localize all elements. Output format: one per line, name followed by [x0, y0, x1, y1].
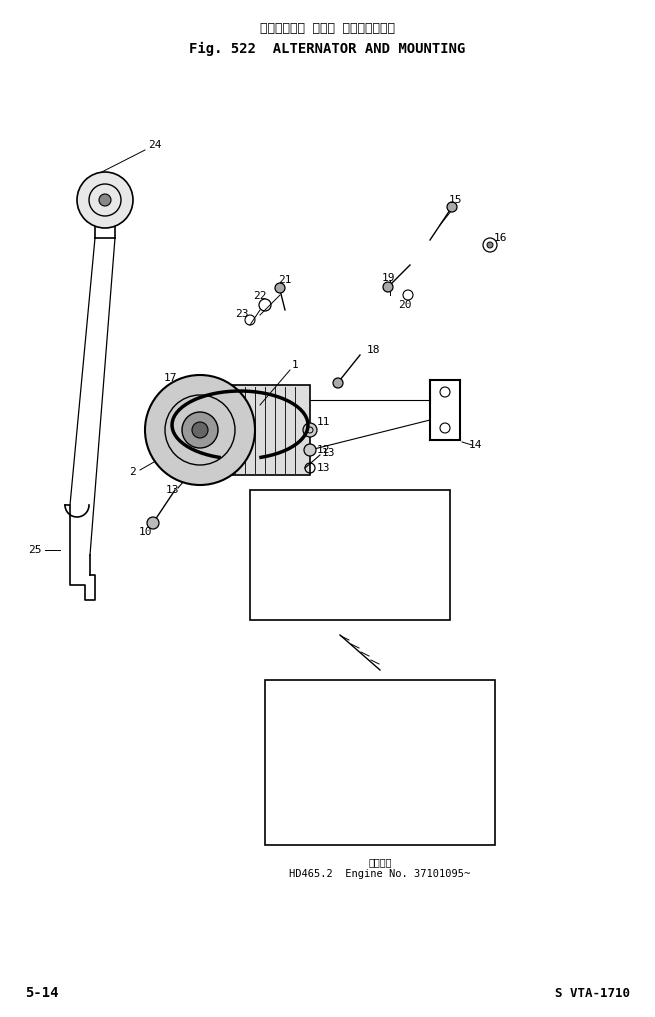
- Text: 19: 19: [381, 273, 395, 283]
- Circle shape: [147, 517, 159, 529]
- Circle shape: [286, 694, 304, 712]
- Text: 12: 12: [316, 445, 329, 455]
- Text: 18: 18: [366, 345, 380, 355]
- Circle shape: [304, 444, 316, 456]
- Text: S VTA-1710: S VTA-1710: [555, 988, 630, 1000]
- Text: 8: 8: [280, 803, 286, 813]
- Text: 2: 2: [128, 467, 136, 477]
- Text: 11: 11: [316, 417, 329, 427]
- Text: 7: 7: [267, 495, 273, 505]
- Circle shape: [414, 562, 426, 574]
- FancyBboxPatch shape: [265, 680, 495, 845]
- Text: 21: 21: [278, 275, 291, 285]
- Circle shape: [333, 378, 343, 388]
- Text: 9: 9: [265, 579, 271, 589]
- Text: 6: 6: [440, 783, 446, 793]
- Text: 13: 13: [316, 463, 329, 473]
- FancyBboxPatch shape: [220, 385, 310, 475]
- Text: 1: 1: [291, 360, 299, 370]
- Circle shape: [383, 282, 393, 292]
- Text: 8: 8: [265, 600, 271, 610]
- Text: 5-14: 5-14: [25, 986, 58, 1000]
- Text: 6: 6: [422, 535, 428, 545]
- Text: 適用号機: 適用号機: [368, 857, 392, 868]
- Text: 13: 13: [321, 448, 335, 458]
- Text: オルタネータ および マウンティング: オルタネータ および マウンティング: [259, 22, 394, 35]
- Circle shape: [272, 500, 288, 516]
- Text: 13: 13: [165, 485, 179, 495]
- Text: 4: 4: [426, 562, 434, 572]
- Text: Fig. 522  ALTERNATOR AND MOUNTING: Fig. 522 ALTERNATOR AND MOUNTING: [189, 42, 465, 56]
- Text: 3: 3: [426, 768, 434, 778]
- Text: 5: 5: [415, 503, 421, 513]
- FancyBboxPatch shape: [250, 490, 450, 620]
- Circle shape: [77, 172, 133, 228]
- Text: 22: 22: [253, 291, 267, 301]
- Text: 3: 3: [342, 560, 348, 570]
- Text: 25: 25: [28, 545, 42, 555]
- Text: 7: 7: [280, 690, 286, 700]
- Text: 20: 20: [398, 300, 412, 310]
- Circle shape: [99, 194, 111, 206]
- Circle shape: [442, 687, 458, 704]
- Circle shape: [192, 422, 208, 438]
- Text: 14: 14: [468, 440, 481, 450]
- Circle shape: [447, 202, 457, 212]
- Text: 15: 15: [448, 195, 462, 205]
- Text: 4: 4: [460, 687, 466, 697]
- Circle shape: [409, 537, 421, 549]
- Text: 9: 9: [280, 777, 286, 787]
- Circle shape: [487, 242, 493, 248]
- Text: 10: 10: [138, 527, 152, 537]
- Circle shape: [275, 283, 285, 293]
- Circle shape: [182, 412, 218, 448]
- Text: 23: 23: [235, 309, 249, 319]
- Circle shape: [303, 423, 317, 437]
- Text: 17: 17: [163, 373, 177, 383]
- Circle shape: [145, 375, 255, 485]
- Text: 16: 16: [493, 233, 507, 243]
- Text: 5: 5: [449, 757, 457, 767]
- Text: 24: 24: [148, 140, 162, 149]
- Text: HD465.2  Engine No. 37101095~: HD465.2 Engine No. 37101095~: [290, 869, 471, 879]
